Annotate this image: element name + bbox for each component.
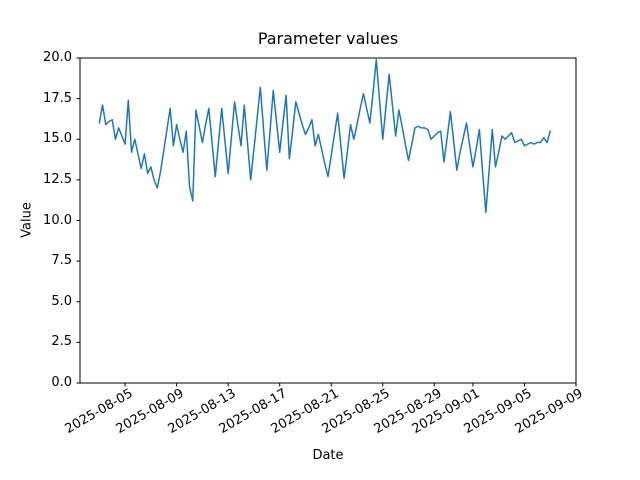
y-axis-label: Value: [19, 202, 35, 238]
x-axis-label: Date: [312, 448, 344, 463]
y-tick-label: 7.5: [51, 253, 72, 269]
y-tick-label: 12.5: [43, 171, 72, 187]
y-tick-label: 17.5: [43, 90, 72, 106]
data-line: [98, 58, 551, 214]
y-tick-label: 5.0: [51, 293, 72, 309]
axes-spines: [79, 57, 577, 384]
y-tick-label: 0.0: [51, 375, 72, 390]
y-tick-label: 20.0: [43, 50, 72, 65]
chart-title: Parameter values: [257, 29, 399, 48]
y-tick-label: 2.5: [51, 334, 72, 350]
y-tick-label: 15.0: [43, 131, 72, 147]
y-tick-label: 10.0: [43, 212, 72, 228]
